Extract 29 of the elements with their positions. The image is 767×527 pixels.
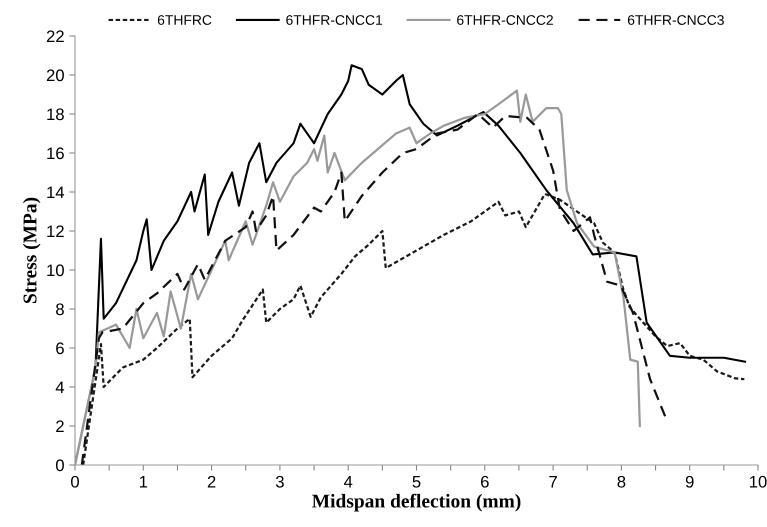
legend-label: 6THFR-CNCC1 <box>286 15 382 25</box>
x-tick-label: 8 <box>617 476 626 488</box>
x-tick-label: 9 <box>686 476 694 488</box>
y-tick-label: 20 <box>46 69 64 82</box>
y-tick-label: 16 <box>47 147 64 160</box>
y-tick-label: 10 <box>47 264 64 276</box>
y-tick-label: 22 <box>46 30 64 42</box>
x-tick-label: 4 <box>344 476 352 488</box>
x-tick-label: 7 <box>549 476 557 488</box>
legend-label: 6THFR-CNCC2 <box>457 15 553 25</box>
x-tick-label: 5 <box>412 476 420 488</box>
y-tick-label: 0 <box>56 459 64 472</box>
y-tick-label: 4 <box>56 382 64 394</box>
y-tick-label: 14 <box>47 186 64 198</box>
x-tick-label: 6 <box>481 476 489 488</box>
x-tick-label: 10 <box>750 476 767 488</box>
y-axis-title: Stress (MPa) <box>22 198 40 304</box>
legend-label: 6THFR-CNCC3 <box>628 15 724 25</box>
y-tick-label: 12 <box>47 225 64 238</box>
x-tick-label: 1 <box>140 476 148 488</box>
y-tick-label: 2 <box>56 420 64 432</box>
y-tick-label: 8 <box>56 303 64 316</box>
y-tick-label: 6 <box>56 342 64 354</box>
x-axis-title: Midspan deflection (mm) <box>312 494 520 512</box>
x-tick-label: 3 <box>276 476 284 488</box>
x-tick-label: 2 <box>208 476 216 488</box>
y-tick-label: 18 <box>47 108 64 120</box>
legend-label: 6THFRC <box>158 15 212 25</box>
x-tick-label: 0 <box>71 476 79 488</box>
